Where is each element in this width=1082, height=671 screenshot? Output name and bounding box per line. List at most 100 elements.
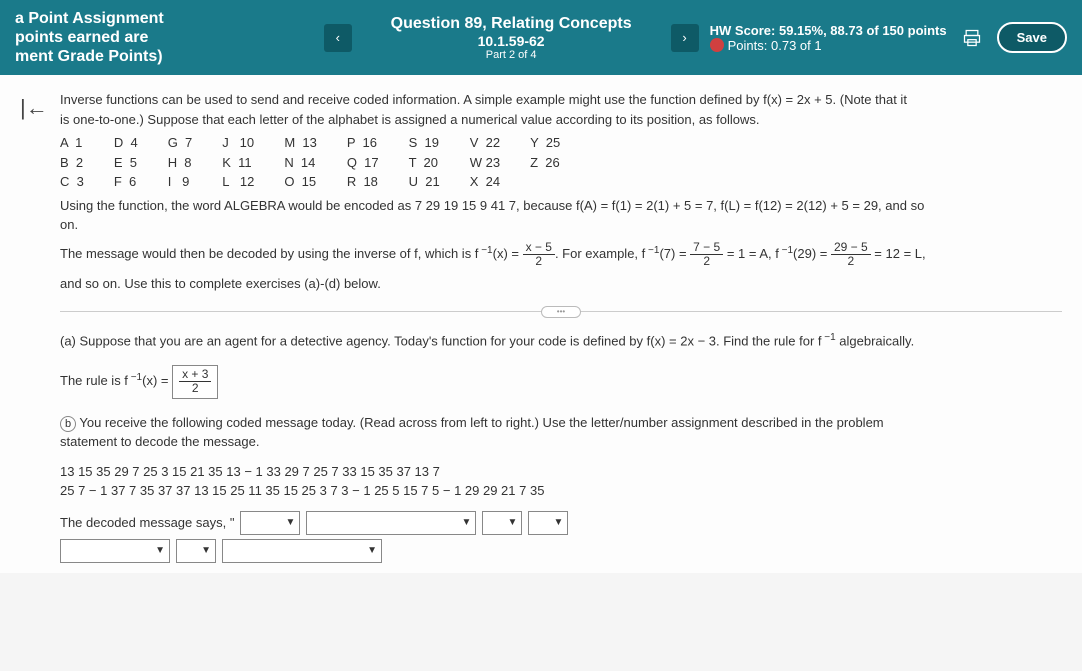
cell: F 6 [114, 172, 138, 192]
cell: E 5 [114, 153, 138, 173]
answer-dropdown-5[interactable]: ▼ [60, 539, 170, 563]
cell: R 18 [347, 172, 379, 192]
back-column: |← [20, 90, 60, 563]
rule-answer: The rule is f −1(x) = x + 32 [60, 365, 1062, 398]
part-b-icon: b [60, 416, 76, 432]
cell: A 1 [60, 133, 84, 153]
chevron-down-icon: ▼ [155, 543, 165, 558]
text: algebraically. [836, 334, 915, 349]
sup: −1 [779, 244, 793, 255]
cell: L 12 [222, 172, 254, 192]
hw-score: HW Score: 59.15%, 88.73 of 150 points [710, 23, 947, 38]
text: statement to decode the message. [60, 432, 1062, 452]
fraction-1: x − 52 [523, 241, 555, 268]
next-question-button[interactable]: › [671, 24, 699, 52]
section-divider: ••• [60, 311, 1062, 312]
text: (29) = [793, 246, 831, 261]
rule-answer-box: x + 32 [172, 365, 218, 398]
cell: P 16 [347, 133, 379, 153]
chevron-down-icon: ▼ [367, 543, 377, 558]
decode-last-line: and so on. Use this to complete exercise… [60, 274, 1062, 294]
answer-dropdown-2[interactable]: ▼ [306, 511, 476, 535]
denominator: 2 [179, 382, 211, 395]
decode-explanation: The message would then be decoded by usi… [60, 241, 1062, 268]
cell: X 24 [470, 172, 500, 192]
text: . For example, f [555, 246, 645, 261]
chevron-down-icon: ▼ [286, 515, 296, 530]
cell: N 14 [284, 153, 317, 173]
cell: V 22 [470, 133, 500, 153]
decoded-answer-row-2: ▼ ▼ ▼ [60, 539, 1062, 563]
letter-table: A 1 B 2 C 3 D 4 E 5 F 6 G 7 H 8 I 9 J 10… [60, 133, 1062, 192]
text: (a) Suppose that you are an agent for a … [60, 334, 822, 349]
numerator: x + 3 [179, 368, 211, 382]
cell: S 19 [409, 133, 440, 153]
question-subtitle: 10.1.59-62 [362, 33, 661, 49]
numerator: 7 − 5 [690, 241, 723, 255]
sup: −1 [822, 332, 836, 343]
decoded-answer-row-1: The decoded message says, " ▼ ▼ ▼ ▼ [60, 511, 1062, 535]
numerator: x − 5 [523, 241, 555, 255]
fraction-2: 7 − 52 [690, 241, 723, 268]
prev-question-button[interactable]: ‹ [324, 24, 352, 52]
cell: D 4 [114, 133, 138, 153]
letter-col-6: P 16 Q 17 R 18 [347, 133, 379, 192]
cell: T 20 [409, 153, 440, 173]
cell: Q 17 [347, 153, 379, 173]
points-line: Points: 0.73 of 1 [710, 38, 947, 53]
cell: M 13 [284, 133, 317, 153]
answer-dropdown-7[interactable]: ▼ [222, 539, 382, 563]
letter-col-7: S 19 T 20 U 21 [409, 133, 440, 192]
answer-dropdown-4[interactable]: ▼ [528, 511, 568, 535]
part-a-text: (a) Suppose that you are an agent for a … [60, 330, 1062, 351]
question-title: Question 89, Relating Concepts [362, 15, 661, 33]
letter-col-1: A 1 B 2 C 3 [60, 133, 84, 192]
answer-dropdown-6[interactable]: ▼ [176, 539, 216, 563]
cell: I 9 [168, 172, 193, 192]
letter-col-5: M 13 N 14 O 15 [284, 133, 317, 192]
using-line-1: Using the function, the word ALGEBRA wou… [60, 196, 1062, 216]
text: You receive the following coded message … [76, 415, 884, 430]
chevron-down-icon: ▼ [462, 515, 472, 530]
text: The message would then be decoded by usi… [60, 246, 478, 261]
title-line-3: ment Grade Points) [15, 47, 314, 66]
letter-col-8: V 22 W 23 X 24 [470, 133, 500, 192]
text: = 12 = L, [871, 246, 926, 261]
cell: U 21 [409, 172, 440, 192]
fraction-3: 29 − 52 [831, 241, 871, 268]
text: (7) = [659, 246, 690, 261]
sup: −1 [645, 244, 659, 255]
cell: O 15 [284, 172, 317, 192]
chevron-down-icon: ▼ [554, 515, 564, 530]
assignment-title: a Point Assignment points earned are men… [15, 9, 314, 67]
title-line-2: points earned are [15, 28, 314, 47]
rule-fraction: x + 32 [179, 368, 211, 395]
code-line-1: 13 15 35 29 7 25 3 15 21 35 13 − 1 33 29… [60, 462, 1062, 482]
coded-message: 13 15 35 29 7 25 3 15 21 35 13 − 1 33 29… [60, 462, 1062, 501]
top-header: a Point Assignment points earned are men… [0, 0, 1082, 75]
denominator: 2 [831, 255, 871, 268]
cell: G 7 [168, 133, 193, 153]
save-button[interactable]: Save [997, 22, 1067, 53]
print-icon[interactable] [962, 28, 982, 48]
question-body: |← Inverse functions can be used to send… [0, 75, 1082, 573]
back-arrow-icon[interactable]: |← [20, 95, 48, 120]
answer-dropdown-1[interactable]: ▼ [240, 511, 300, 535]
cell: B 2 [60, 153, 84, 173]
points-text: Points: 0.73 of 1 [728, 38, 822, 53]
content: Inverse functions can be used to send an… [60, 90, 1062, 563]
header-right: HW Score: 59.15%, 88.73 of 150 points Po… [709, 22, 1068, 53]
answer-dropdown-3[interactable]: ▼ [482, 511, 522, 535]
divider-handle-icon[interactable]: ••• [541, 306, 581, 318]
sup: −1 [128, 372, 142, 383]
title-line-1: a Point Assignment [15, 9, 314, 28]
text: The rule is f [60, 373, 128, 388]
using-line-2: on. [60, 215, 1062, 235]
cell: J 10 [222, 133, 254, 153]
points-status-icon [710, 38, 724, 52]
score-block: HW Score: 59.15%, 88.73 of 150 points Po… [710, 23, 947, 53]
denominator: 2 [690, 255, 723, 268]
cell: H 8 [168, 153, 193, 173]
numerator: 29 − 5 [831, 241, 871, 255]
decoded-label: The decoded message says, " [60, 513, 234, 533]
